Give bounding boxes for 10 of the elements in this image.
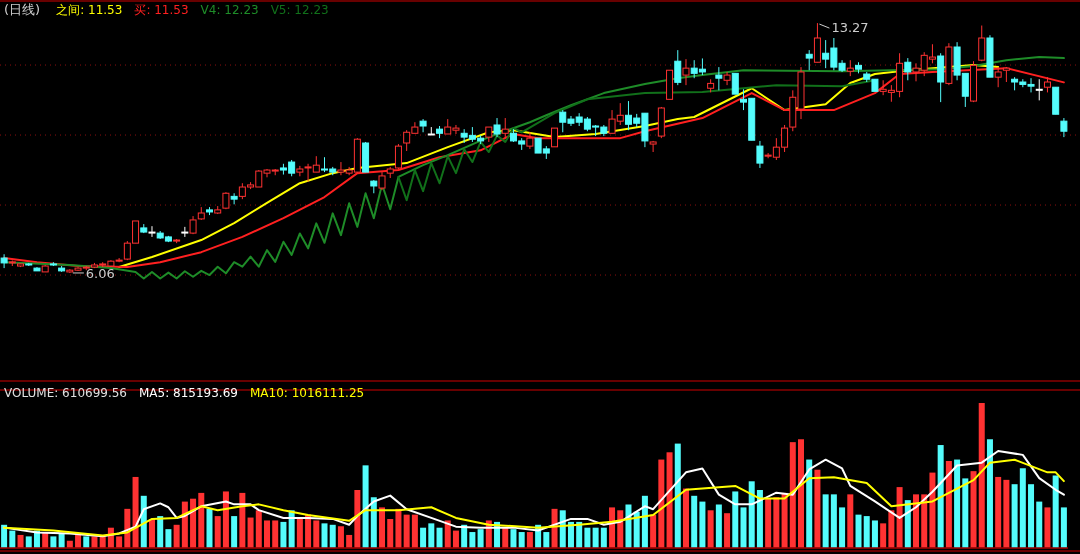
text: MA10: 1016111.25 [249, 386, 365, 400]
text: 之间: 11.53 [56, 3, 123, 17]
text: V4: 12.23 [200, 3, 259, 17]
text: V5: 12.23 [270, 3, 329, 17]
text: 买: 11.53 [134, 3, 189, 17]
annotation: 13.27 [831, 20, 869, 36]
annotation: 6.06 [85, 265, 115, 281]
text: VOLUME: 610699.56 [4, 386, 127, 400]
text: MA5: 815193.69 [139, 386, 238, 400]
chart-title: (日线) [4, 2, 41, 17]
